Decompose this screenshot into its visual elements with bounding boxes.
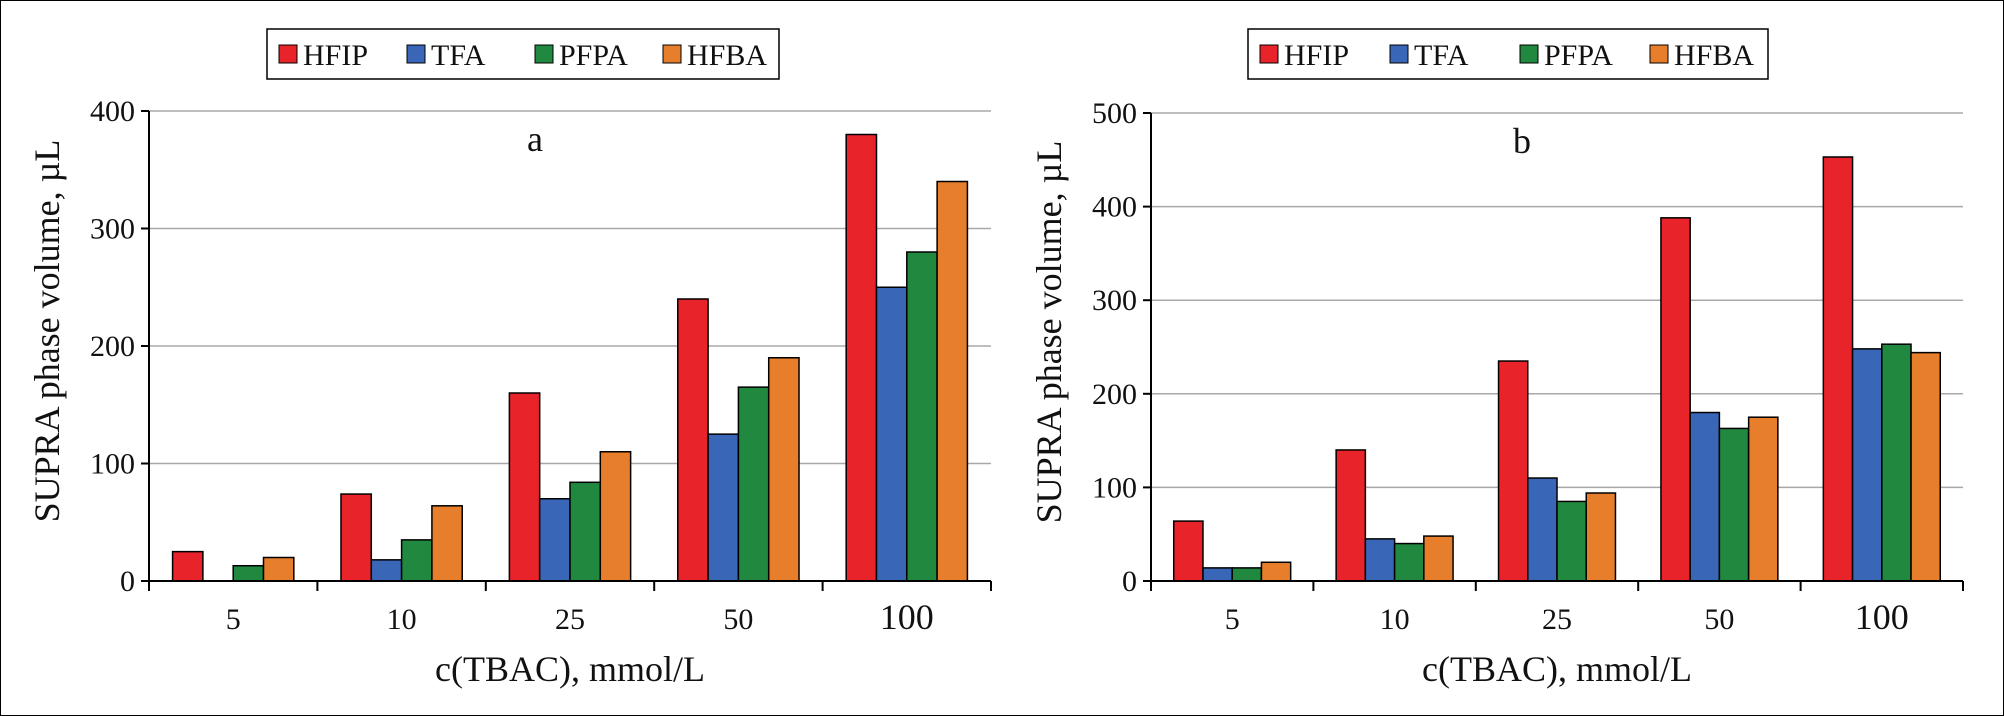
bar-pfpa-25	[569, 481, 602, 582]
bar-hfip-50	[677, 298, 709, 582]
bar-pfpa-10	[400, 539, 433, 582]
legend-label-hfba: HFBA	[687, 39, 767, 72]
bar-hfip-50	[1660, 217, 1691, 582]
bar-tfa-5	[1202, 567, 1233, 582]
bar-tfa-50	[1689, 411, 1721, 582]
legend-label-hfip: HFIP	[1284, 39, 1349, 72]
y-tick-label: 100	[1092, 471, 1137, 504]
bar-hfba-10	[431, 505, 463, 582]
bar-hfba-100	[1910, 351, 1942, 582]
bar-hfip-5	[171, 550, 204, 582]
x-tick-label: 100	[880, 597, 934, 637]
legend-swatch-pfpa	[534, 44, 554, 64]
legend-swatch-tfa	[1389, 44, 1409, 64]
bar-tfa-25	[538, 498, 571, 582]
bar-hfip-10	[1335, 449, 1367, 582]
y-tick-label: 100	[90, 448, 135, 481]
x-tick-label: 100	[1855, 597, 1909, 637]
bar-hfba-5	[262, 556, 295, 582]
x-tick-label: 10	[387, 603, 417, 636]
bar-hfba-10	[1423, 535, 1454, 582]
bar-hfip-100	[845, 133, 878, 582]
x-tick-label: 50	[723, 603, 753, 636]
legend-swatch-hfba	[1649, 44, 1669, 64]
bar-tfa-10	[1364, 538, 1396, 582]
y-tick-label: 300	[1092, 284, 1137, 317]
bar-pfpa-50	[1718, 427, 1750, 582]
legend-label-hfip: HFIP	[303, 39, 368, 72]
x-tick-label: 50	[1704, 603, 1734, 636]
legend-swatch-hfba	[662, 44, 682, 64]
bar-pfpa-100	[1881, 343, 1912, 582]
legend-swatch-tfa	[406, 44, 426, 64]
bar-pfpa-5	[232, 564, 265, 582]
bar-hfba-100	[936, 180, 969, 582]
bar-pfpa-25	[1556, 500, 1587, 582]
y-tick-label: 400	[1092, 191, 1137, 224]
bar-hfba-25	[599, 451, 632, 582]
bar-tfa-25	[1527, 477, 1558, 582]
x-tick-label: 5	[226, 603, 241, 636]
bar-hfba-5	[1260, 561, 1292, 582]
x-axis-label: c(TBAC), mmol/L	[1422, 649, 1692, 689]
bar-hfip-25	[1497, 360, 1529, 582]
y-axis-label: SUPRA phase volume, µL	[27, 140, 67, 523]
legend-label-tfa: TFA	[431, 39, 486, 72]
bar-hfip-5	[1172, 520, 1204, 582]
legend-swatch-pfpa	[1519, 44, 1539, 64]
bar-pfpa-50	[737, 386, 770, 582]
legend-label-hfba: HFBA	[1674, 39, 1754, 72]
bar-tfa-100	[1851, 348, 1883, 582]
bar-pfpa-10	[1393, 542, 1425, 582]
bar-hfba-25	[1585, 492, 1617, 582]
legend-box	[266, 28, 780, 80]
y-tick-label: 400	[90, 95, 135, 128]
y-tick-label: 300	[90, 213, 135, 246]
bar-hfba-50	[767, 357, 800, 582]
bar-tfa-50	[707, 433, 740, 582]
bar-tfa-10	[370, 559, 403, 582]
y-tick-label: 200	[90, 330, 135, 363]
legend-swatch-hfip	[1259, 44, 1279, 64]
x-axis-label: c(TBAC), mmol/L	[435, 649, 705, 689]
y-axis-label: SUPRA phase volume, µL	[1029, 141, 1069, 524]
legend-swatch-hfip	[278, 44, 298, 64]
legend-label-pfpa: PFPA	[1544, 39, 1613, 72]
panel-label: a	[527, 119, 543, 159]
bar-pfpa-100	[906, 251, 938, 582]
x-tick-label: 5	[1225, 603, 1240, 636]
bar-hfip-100	[1822, 156, 1854, 582]
bar-hfba-50	[1747, 416, 1779, 582]
bar-hfip-10	[340, 493, 373, 582]
y-tick-label: 0	[120, 565, 135, 598]
legend-label-pfpa: PFPA	[559, 39, 628, 72]
x-tick-label: 25	[555, 603, 585, 636]
bar-hfip-25	[508, 392, 541, 582]
y-tick-label: 500	[1092, 97, 1137, 130]
bar-pfpa-5	[1231, 567, 1263, 582]
panel-label: b	[1513, 121, 1531, 161]
x-tick-label: 10	[1380, 603, 1410, 636]
y-tick-label: 0	[1122, 565, 1137, 598]
legend-box	[1247, 28, 1769, 80]
x-tick-label: 25	[1542, 603, 1572, 636]
legend-label-tfa: TFA	[1414, 39, 1469, 72]
y-tick-label: 200	[1092, 378, 1137, 411]
bar-tfa-100	[875, 286, 908, 582]
